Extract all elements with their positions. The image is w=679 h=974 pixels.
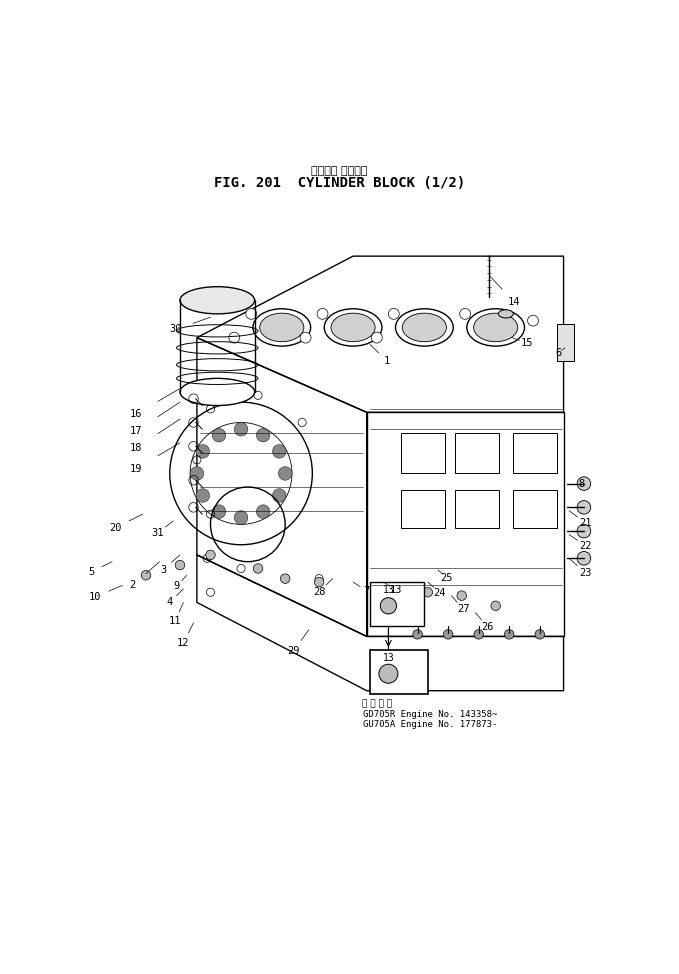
Text: 15: 15 [521,338,533,348]
Bar [455,490,499,528]
Text: 13: 13 [382,585,394,595]
Circle shape [253,564,263,574]
Circle shape [246,309,257,319]
Circle shape [528,316,538,326]
Circle shape [234,510,248,524]
Bar [513,490,557,528]
Circle shape [314,578,324,586]
Text: 3: 3 [160,565,166,575]
Circle shape [577,477,591,490]
Circle shape [278,467,292,480]
Ellipse shape [180,378,255,405]
Circle shape [577,524,591,538]
Text: 18: 18 [130,443,142,453]
Text: GU705A Engine No. 177873-: GU705A Engine No. 177873- [363,720,498,730]
Circle shape [460,309,471,319]
Circle shape [380,598,397,614]
Ellipse shape [331,314,375,342]
Circle shape [379,664,398,683]
Circle shape [491,601,500,611]
Circle shape [206,550,215,560]
Text: 31: 31 [151,528,164,539]
Text: 10: 10 [89,592,101,602]
Text: 7: 7 [363,586,370,596]
Circle shape [234,423,248,436]
Circle shape [141,571,151,581]
Circle shape [175,560,185,570]
Text: 12: 12 [177,638,189,648]
Circle shape [257,429,270,442]
Ellipse shape [180,286,255,314]
Text: 30: 30 [169,324,181,334]
Text: 11: 11 [169,617,181,626]
Text: 19: 19 [130,464,142,473]
Circle shape [413,629,422,639]
Text: 17: 17 [130,427,142,436]
Circle shape [504,629,514,639]
Circle shape [212,505,225,518]
Bar [370,650,428,694]
Circle shape [535,629,545,639]
Circle shape [190,467,204,480]
Circle shape [212,429,225,442]
Text: 13: 13 [390,585,402,595]
Text: 16: 16 [130,409,142,420]
Bar [401,432,445,473]
Text: 20: 20 [109,523,122,533]
Bar [513,432,557,473]
Circle shape [375,587,385,597]
Text: 22: 22 [580,542,592,551]
Text: 14: 14 [508,297,520,307]
Text: 23: 23 [580,568,592,579]
Text: シリンダ ブロック: シリンダ ブロック [311,167,368,176]
Text: GD705R Engine No. 143358~: GD705R Engine No. 143358~ [363,710,498,719]
Bar [401,490,445,528]
Text: 9: 9 [173,581,180,591]
Text: 21: 21 [580,518,592,528]
Text: 28: 28 [313,586,325,596]
Text: 29: 29 [287,647,299,656]
Text: 27: 27 [457,604,469,615]
Bar [370,582,424,626]
Text: 8: 8 [579,478,585,489]
Circle shape [196,489,210,503]
Circle shape [272,489,286,503]
Circle shape [280,574,290,583]
Circle shape [300,332,311,343]
Text: 6: 6 [555,349,562,358]
Text: 25: 25 [441,573,453,583]
Text: 5: 5 [88,567,95,577]
Circle shape [423,587,433,597]
Ellipse shape [402,314,447,342]
Circle shape [443,629,453,639]
Circle shape [474,629,483,639]
Ellipse shape [498,310,513,318]
Text: 13: 13 [382,654,394,663]
Text: 4: 4 [166,597,173,608]
Text: 24: 24 [434,588,446,598]
Circle shape [577,501,591,514]
Text: 26: 26 [481,621,494,632]
Circle shape [388,309,399,319]
Text: 2: 2 [129,581,136,590]
Circle shape [256,505,270,518]
Circle shape [229,332,240,343]
Text: 適 用 号 覧: 適 用 号 覧 [362,699,392,709]
Circle shape [317,309,328,319]
Circle shape [371,332,382,343]
Circle shape [577,551,591,565]
Bar [557,324,574,361]
Bar [455,432,499,473]
Ellipse shape [259,314,304,342]
Ellipse shape [473,314,518,342]
Text: 1: 1 [384,356,390,366]
Text: FIG. 201  CYLINDER BLOCK (1/2): FIG. 201 CYLINDER BLOCK (1/2) [214,176,465,190]
Circle shape [272,444,286,458]
Circle shape [457,591,466,600]
Circle shape [196,444,210,458]
